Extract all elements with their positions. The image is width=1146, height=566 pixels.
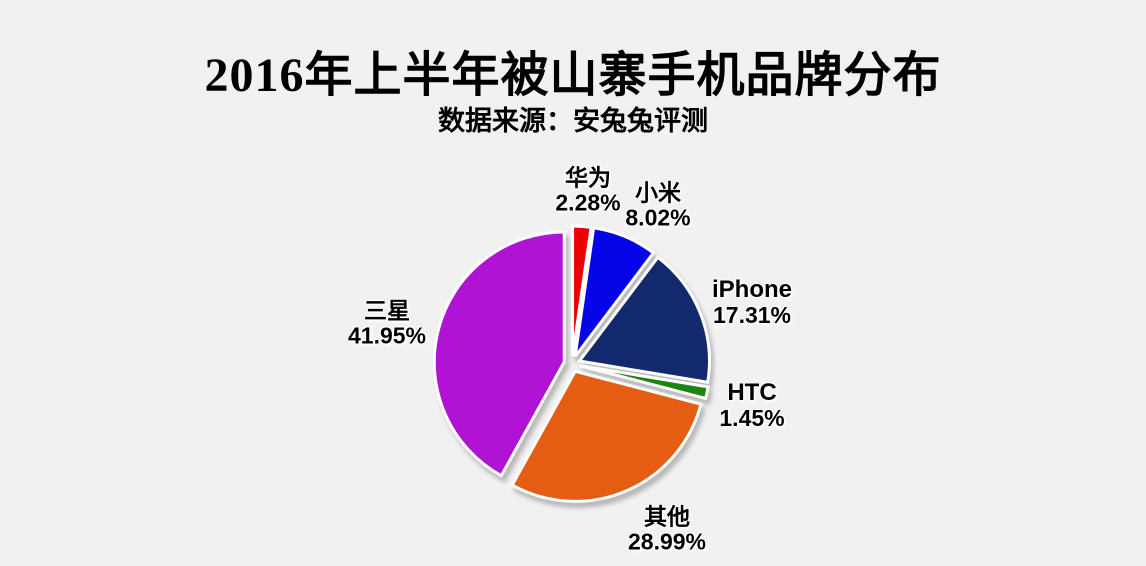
pie-label-percent: 17.31% (712, 302, 792, 329)
chart-header: 2016年上半年被山寨手机品牌分布 数据来源：安兔兔评测 (0, 48, 1146, 137)
pie-slice-华为 (571, 224, 593, 357)
pie-slice-小米 (573, 226, 656, 358)
pie-label-iPhone: iPhone 17.31% (711, 276, 793, 329)
pie-label-其他: 其他 28.99% (628, 505, 706, 556)
pie-label-name: iPhone (711, 276, 793, 304)
pie-label-name: 三星 (363, 298, 410, 324)
chart-subtitle: 数据来源：安兔兔评测 (438, 106, 708, 137)
pie-label-name: HTC (727, 379, 777, 407)
pie-slice-三星 (432, 230, 566, 478)
chart-title: 2016年上半年被山寨手机品牌分布 (204, 49, 942, 102)
pie-label-name: 其他 (643, 504, 690, 530)
pie-label-华为: 华为 2.28% (555, 166, 620, 217)
pie-slice-HTC (579, 364, 710, 401)
pie-label-name: 华为 (565, 165, 611, 191)
pie-label-三星: 三星 41.95% (348, 299, 426, 350)
pie-label-小米: 小米 8.02% (625, 181, 690, 232)
pie-label-HTC: HTC 1.45% (719, 379, 785, 432)
pie-label-percent: 8.02% (625, 205, 691, 231)
pie-label-name: 小米 (635, 180, 681, 206)
pie-label-percent: 41.95% (347, 323, 427, 349)
pie-slice-iPhone (576, 255, 711, 384)
pie-label-percent: 1.45% (719, 405, 785, 432)
pie-slice-其他 (510, 369, 703, 503)
pie-label-percent: 2.28% (555, 190, 621, 216)
pie-label-percent: 28.99% (627, 529, 707, 555)
